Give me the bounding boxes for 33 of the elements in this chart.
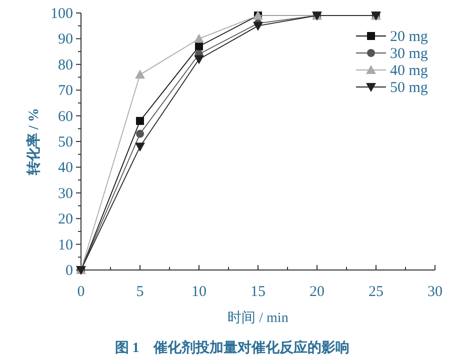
legend-label: 20 mg (390, 29, 428, 45)
text: 图 1 催化剂投加量对催化反应的影响 (114, 339, 350, 356)
y-tick-label: 10 (58, 237, 73, 254)
y-tick-label: 70 (58, 83, 73, 100)
point (253, 22, 263, 31)
y-tick-label: 50 (58, 134, 73, 150)
point (135, 70, 145, 79)
point (195, 42, 203, 50)
point (194, 34, 204, 43)
y-tick-label: 20 (58, 212, 73, 228)
y-tick-label: 90 (58, 32, 73, 48)
x-tick-label: 15 (250, 284, 266, 300)
y-tick-label: 100 (50, 6, 73, 22)
point (135, 142, 145, 152)
y-axis-title: 转化率 / % (25, 108, 42, 176)
y-tick-label: 80 (58, 57, 73, 74)
point (136, 130, 144, 138)
point (194, 55, 204, 64)
y-tick-label: 0 (66, 263, 73, 279)
y-tick-label: 40 (58, 160, 73, 176)
x-tick-label: 30 (428, 284, 442, 300)
y-tick-label: 30 (58, 186, 73, 202)
x-tick-label: 20 (310, 284, 324, 300)
y-tick-label: 60 (58, 108, 73, 125)
legend-label: 30 mg (390, 46, 428, 62)
legend-label: 40 mg (390, 63, 428, 79)
x-tick-label: 5 (136, 284, 144, 300)
x-tick-label: 10 (192, 284, 206, 300)
point (136, 116, 144, 125)
x-tick-label: 25 (368, 284, 384, 300)
x-axis-title: 时间 / min (228, 310, 288, 326)
legend-label: 50 mg (390, 80, 428, 96)
x-tick-label: 0 (77, 284, 85, 300)
